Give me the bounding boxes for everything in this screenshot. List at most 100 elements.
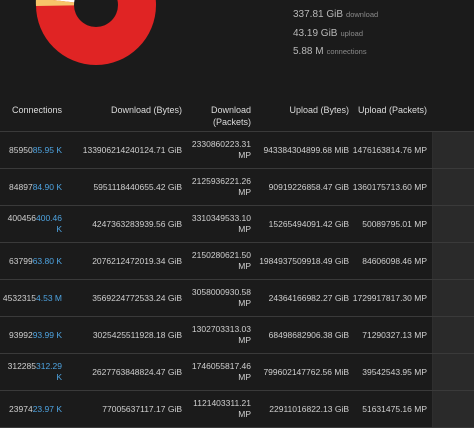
cell-upload-packets: 71290327.13 MP xyxy=(352,317,432,353)
header-upload-bytes[interactable]: Upload (Bytes) xyxy=(289,105,349,115)
cell-spacer xyxy=(432,280,474,316)
download-bytes-value: 4247363283939.56 GiB xyxy=(92,218,182,229)
upload-packets-value: 1476163814.76 MP xyxy=(352,144,427,155)
table-row[interactable]: 8489784.90 K 5951118440655.42 GiB 212593… xyxy=(0,169,474,206)
connections-abbr: 312.29 K xyxy=(36,361,62,382)
cell-upload-bytes: 799602147762.56 MiB xyxy=(255,354,352,390)
donut-main-slice xyxy=(36,0,156,65)
cell-download-bytes: 5951118440655.42 GiB xyxy=(65,169,185,205)
cell-download-bytes: 77005637117.17 GiB xyxy=(65,391,185,427)
cell-upload-packets: 39542543.95 MP xyxy=(352,354,432,390)
connections-raw: 400456 xyxy=(7,213,36,223)
cell-download-bytes: 1339062142401​24.71 GiB xyxy=(65,132,185,168)
table-header: Connections Download (Bytes) Download (P… xyxy=(0,96,474,132)
connections-raw: 84897 xyxy=(9,181,33,192)
stat-upload: 43.19 GiB upload xyxy=(293,23,378,42)
cell-spacer xyxy=(432,169,474,205)
cell-download-bytes: 3025425511928.18 GiB xyxy=(65,317,185,353)
upload-bytes-value: 1984937509918.49 GiB xyxy=(259,255,349,266)
cell-download-packets: 2125936221.26 MP xyxy=(185,169,255,205)
download-bytes-value: 77005637117.17 GiB xyxy=(102,403,182,414)
header-download-packets[interactable]: Download (Packets) xyxy=(210,105,251,127)
stat-upload-label: upload xyxy=(340,28,364,38)
cell-upload-bytes: 22911016822.13 GiB xyxy=(255,391,352,427)
cell-upload-packets: 1476163814.76 MP xyxy=(352,132,432,168)
stat-download-label: download xyxy=(346,10,379,19)
header-download-bytes[interactable]: Download (Bytes) xyxy=(110,105,182,115)
cell-download-bytes: 3569224772533.24 GiB xyxy=(65,280,185,316)
table-row[interactable]: 8595085.95 K 1339062142401​24.71 GiB 233… xyxy=(0,132,474,169)
connections-abbr: 400.46 K xyxy=(36,213,62,234)
cell-upload-packets: 1729917817.30 MP xyxy=(352,280,432,316)
traffic-table: Connections Download (Bytes) Download (P… xyxy=(0,96,474,428)
stat-connections-value: 5.88 M xyxy=(293,46,324,57)
cell-connections: 9399293.99 K xyxy=(0,317,65,353)
table-row[interactable]: 45323154.53 M 3569224772533.24 GiB 30580… xyxy=(0,280,474,317)
cell-connections: 400456400.46 K xyxy=(0,206,65,242)
cell-download-packets: 1302703313.03 MP xyxy=(185,317,255,353)
cell-download-packets: 3058000930.58 MP xyxy=(185,280,255,316)
cell-upload-bytes: 1984937509918.49 GiB xyxy=(255,243,352,279)
download-bytes-value: 3025425511928.18 GiB xyxy=(92,329,182,340)
cell-spacer xyxy=(432,132,474,168)
connections-abbr: 93.99 K xyxy=(32,329,62,340)
stat-download: 337.81 GiB download xyxy=(293,4,378,23)
summary-panel: 337.81 GiB download 43.19 GiB upload 5.88 … xyxy=(0,0,474,96)
cell-upload-packets: 1360175713.60 MP xyxy=(352,169,432,205)
cell-download-bytes: 2627763848824.47 GiB xyxy=(65,354,185,390)
download-packets-value: 3310349533.10 MP xyxy=(191,213,251,234)
download-packets-value: 1746055817.46 MP xyxy=(191,361,251,382)
upload-bytes-value: 68498682906.38 GiB xyxy=(268,329,349,340)
table-row[interactable]: 400456400.46 K 4247363283939.56 GiB 3310… xyxy=(0,206,474,243)
table-row[interactable]: 312285312.29 K 2627763848824.47 GiB 1746… xyxy=(0,354,474,391)
header-spacer xyxy=(432,96,474,131)
table-row[interactable]: 6379963.80 K 2076212472019.34 GiB 215028… xyxy=(0,243,474,280)
download-bytes-value: 2076212472019.34 GiB xyxy=(92,255,182,266)
cell-spacer xyxy=(432,243,474,279)
traffic-donut-chart xyxy=(35,0,156,65)
download-packets-value: 2125936221.26 MP xyxy=(191,176,251,197)
upload-packets-value: 51631475.16 MP xyxy=(362,403,427,414)
cell-download-packets: 1746055817.46 MP xyxy=(185,354,255,390)
cell-connections: 2397423.97 K xyxy=(0,391,65,427)
header-upload-packets[interactable]: Upload (Packets) xyxy=(357,105,427,115)
cell-connections: 45323154.53 M xyxy=(0,280,65,316)
cell-connections: 8595085.95 K xyxy=(0,132,65,168)
download-packets-value: 2330860223.31 MP xyxy=(191,139,251,160)
cell-connections: 312285312.29 K xyxy=(0,354,65,390)
cell-connections: 8489784.90 K xyxy=(0,169,65,205)
header-connections[interactable]: Connections xyxy=(11,105,62,115)
download-bytes-value: 2627763848824.47 GiB xyxy=(92,366,182,377)
cell-spacer xyxy=(432,354,474,390)
cell-spacer xyxy=(432,206,474,242)
stat-download-value: 337.81 GiB xyxy=(293,9,344,20)
cell-download-packets: 1121403311.21 MP xyxy=(185,391,255,427)
cell-connections: 6379963.80 K xyxy=(0,243,65,279)
connections-raw: 85950 xyxy=(9,144,33,155)
cell-spacer xyxy=(432,317,474,353)
connections-abbr: 63.80 K xyxy=(32,255,62,266)
connections-raw: 23974 xyxy=(9,403,33,414)
upload-packets-value: 71290327.13 MP xyxy=(362,329,427,340)
cell-upload-bytes: 15265494091.42 GiB xyxy=(255,206,352,242)
connections-abbr: 85.95 K xyxy=(32,144,62,155)
cell-download-packets: 2330860223.31 MP xyxy=(185,132,255,168)
connections-raw: 93992 xyxy=(9,329,33,340)
download-bytes-value: 3569224772533.24 GiB xyxy=(92,292,182,303)
cell-upload-bytes: 943384304899.68 MiB xyxy=(255,132,352,168)
table-row[interactable]: 9399293.99 K 3025425511928.18 GiB 130270… xyxy=(0,317,474,354)
table-row[interactable]: 2397423.97 K 77005637117.17 GiB 11214033… xyxy=(0,391,474,428)
cell-upload-packets: 50089795.01 MP xyxy=(352,206,432,242)
upload-packets-value: 1729917817.30 MP xyxy=(352,292,427,303)
connections-abbr: 4.53 M xyxy=(36,292,62,303)
cell-download-packets: 3310349533.10 MP xyxy=(185,206,255,242)
donut-hole xyxy=(74,0,118,27)
cell-spacer xyxy=(432,391,474,427)
download-bytes-value: 1339062142401​24.71 GiB xyxy=(82,144,182,155)
upload-bytes-value: 22911016822.13 GiB xyxy=(269,403,349,414)
upload-packets-value: 50089795.01 MP xyxy=(362,218,427,229)
cell-upload-packets: 84606098.46 MP xyxy=(352,243,432,279)
upload-packets-value: 84606098.46 MP xyxy=(362,255,427,266)
upload-bytes-value: 24364166982.27 GiB xyxy=(268,292,349,303)
